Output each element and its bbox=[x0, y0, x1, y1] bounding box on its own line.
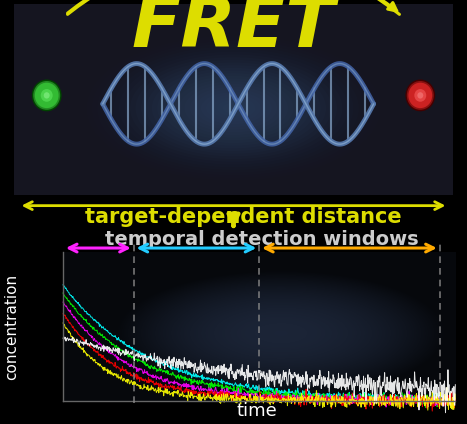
Ellipse shape bbox=[119, 52, 348, 165]
Ellipse shape bbox=[35, 83, 59, 108]
Ellipse shape bbox=[130, 57, 337, 159]
Ellipse shape bbox=[41, 89, 53, 102]
Ellipse shape bbox=[44, 92, 50, 99]
Ellipse shape bbox=[184, 84, 283, 132]
Ellipse shape bbox=[201, 92, 266, 124]
Ellipse shape bbox=[408, 83, 432, 108]
Ellipse shape bbox=[179, 81, 288, 135]
Text: target-dependent distance: target-dependent distance bbox=[85, 207, 401, 227]
Ellipse shape bbox=[32, 80, 62, 111]
Ellipse shape bbox=[174, 78, 293, 138]
Ellipse shape bbox=[152, 68, 315, 148]
Ellipse shape bbox=[414, 89, 426, 102]
Ellipse shape bbox=[135, 60, 332, 156]
Ellipse shape bbox=[168, 76, 299, 140]
Text: temporal detection windows: temporal detection windows bbox=[105, 230, 418, 249]
Ellipse shape bbox=[163, 73, 304, 143]
Ellipse shape bbox=[146, 65, 321, 151]
Bar bbox=[14, 4, 453, 195]
Ellipse shape bbox=[217, 100, 250, 116]
Ellipse shape bbox=[190, 86, 277, 130]
Text: FRET: FRET bbox=[132, 0, 335, 62]
Ellipse shape bbox=[195, 89, 272, 127]
Ellipse shape bbox=[212, 98, 255, 119]
Ellipse shape bbox=[228, 106, 239, 111]
Ellipse shape bbox=[141, 62, 326, 154]
Ellipse shape bbox=[407, 81, 434, 110]
Ellipse shape bbox=[206, 95, 261, 122]
Ellipse shape bbox=[33, 81, 60, 110]
Text: time: time bbox=[236, 402, 277, 420]
Ellipse shape bbox=[405, 80, 435, 111]
Ellipse shape bbox=[157, 70, 310, 146]
Text: concentration: concentration bbox=[4, 273, 19, 379]
Ellipse shape bbox=[125, 54, 342, 162]
Ellipse shape bbox=[223, 103, 244, 114]
Ellipse shape bbox=[417, 92, 423, 99]
